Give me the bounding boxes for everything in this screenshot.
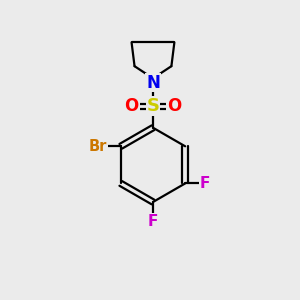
Text: F: F — [148, 214, 158, 229]
Text: F: F — [200, 176, 210, 191]
Text: O: O — [124, 97, 139, 115]
Text: Br: Br — [89, 139, 107, 154]
Text: S: S — [146, 97, 160, 115]
Text: O: O — [167, 97, 182, 115]
Text: N: N — [146, 74, 160, 92]
